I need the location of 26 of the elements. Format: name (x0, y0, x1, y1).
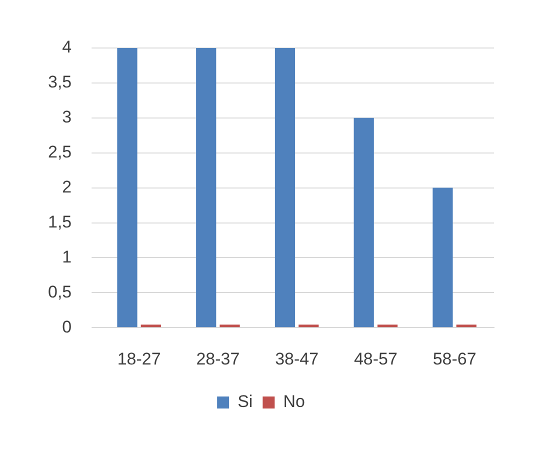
bar (377, 324, 398, 328)
y-tick-label: 0,5 (48, 282, 72, 302)
bar (140, 324, 161, 328)
bar (274, 48, 296, 328)
bar (298, 324, 319, 328)
y-tick-label: 3 (62, 108, 72, 127)
bar (432, 188, 453, 328)
bar (196, 48, 216, 328)
y-tick-label: 1 (62, 247, 72, 266)
y-tick-label: 2 (62, 177, 72, 196)
x-tick-label: 18-27 (117, 349, 161, 368)
y-tick-label: 2,5 (48, 142, 72, 162)
x-tick-label: 48-57 (354, 349, 398, 368)
bar (220, 324, 240, 328)
x-tick-label: 38-47 (275, 349, 319, 368)
legend-label: No (283, 392, 305, 412)
bar (354, 118, 374, 328)
x-tick-label: 58-67 (432, 349, 476, 368)
y-tick-label: 1,5 (48, 212, 72, 232)
y-tick-label: 4 (62, 38, 72, 57)
legend-label: Si (238, 392, 253, 412)
x-tick-label: 28-37 (196, 349, 240, 368)
bar (117, 48, 138, 328)
bar (456, 324, 476, 328)
y-tick-label: 3,5 (48, 72, 72, 92)
y-tick-label: 0 (62, 317, 72, 336)
